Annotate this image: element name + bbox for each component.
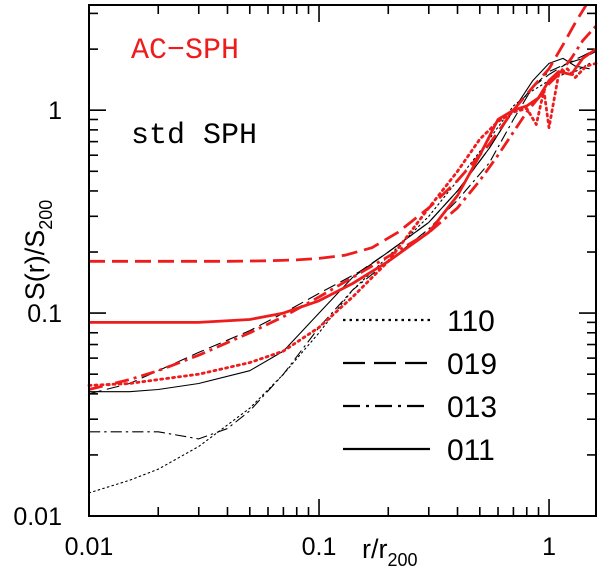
y-axis-title-main: S(r)/S [20, 230, 50, 301]
y-tick-label: 0.1 [27, 300, 62, 328]
x-tick-label: 0.1 [302, 533, 337, 561]
tick-labels: 0.01 0.1 1 0.01 0.1 1 [13, 97, 556, 561]
plot-frame [88, 4, 597, 517]
annotation-std-sph: std SPH [131, 119, 257, 153]
y-tick-label: 0.01 [13, 503, 62, 531]
ac-sph-dashed-line [89, 4, 588, 263]
std-sph-dotted-line [88, 62, 591, 494]
legend-label-110: 110 [447, 305, 495, 338]
y-axis-title: S(r)/S200 [20, 200, 56, 301]
y-tick-label: 1 [48, 97, 62, 125]
series-layer [87, 4, 598, 494]
legend-label-013: 013 [447, 391, 497, 424]
legend-label-019: 019 [447, 348, 497, 381]
legend-label-011: 011 [447, 434, 495, 467]
x-axis-title: r/r200 [362, 534, 418, 570]
x-tick-label: 1 [542, 533, 556, 561]
x-axis-title-main: r/r [362, 534, 387, 564]
legend: 110 019 013 011 [343, 305, 497, 467]
y-axis-title-sub: 200 [36, 200, 56, 230]
x-tick-label: 0.01 [65, 533, 114, 561]
ac-sph-dotted-line [87, 62, 598, 387]
ac-sph-solid-line [89, 47, 597, 324]
ac-sph-dashdot-line [88, 25, 598, 391]
annotation-ac-sph: AC−SPH [131, 34, 239, 68]
x-axis-title-sub: 200 [387, 550, 417, 570]
